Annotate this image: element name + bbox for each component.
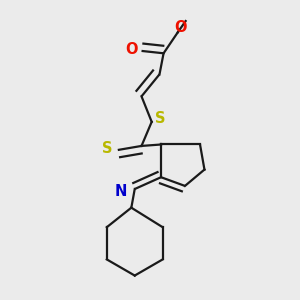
Text: O: O <box>174 20 187 35</box>
Text: S: S <box>102 141 113 156</box>
Text: O: O <box>125 42 138 57</box>
Text: S: S <box>155 111 165 126</box>
Text: N: N <box>115 184 127 199</box>
